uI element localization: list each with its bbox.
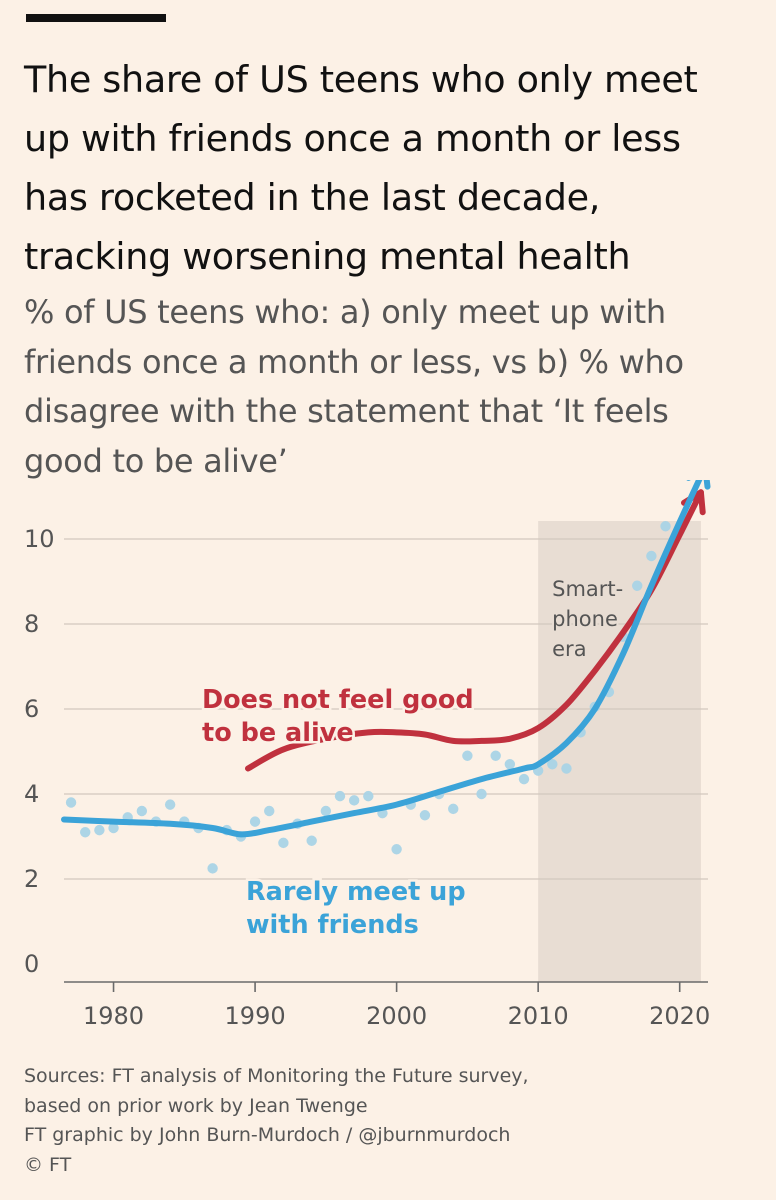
data-point (264, 805, 275, 817)
series-label-feel-good: Does not feel good (202, 685, 474, 715)
y-tick-label: 8 (24, 610, 39, 638)
x-tick-label: 1990 (225, 1002, 286, 1030)
data-point (348, 795, 360, 806)
y-tick-label: 6 (24, 695, 39, 723)
data-point (419, 810, 431, 821)
data-point (476, 788, 487, 800)
data-point (108, 822, 119, 834)
data-point (80, 827, 91, 838)
data-point (249, 816, 261, 827)
x-tick-label: 2000 (366, 1002, 427, 1030)
footer-copyright: © FT (24, 1153, 72, 1176)
data-point (363, 790, 374, 802)
y-tick-label: 4 (24, 780, 39, 808)
data-point (660, 521, 671, 532)
series-label-feel-good: to be alive (202, 718, 354, 748)
y-tick-label: 0 (24, 950, 39, 978)
data-point (334, 790, 346, 802)
top-accent-bar (26, 14, 166, 22)
shaded-region (538, 521, 701, 982)
data-point (462, 750, 473, 761)
data-point (278, 837, 289, 849)
series-label-meet-friends: Rarely meet up (246, 877, 466, 907)
data-point (646, 550, 657, 562)
data-point (320, 805, 332, 817)
x-tick-label: 1980 (83, 1002, 144, 1030)
y-tick-label: 10 (24, 525, 55, 553)
shaded-region-label: phone (552, 607, 618, 631)
shaded-region-label: era (552, 637, 586, 661)
data-point (490, 750, 501, 761)
chart-subtitle: % of US teens who: a) only meet up with … (24, 293, 684, 480)
chart-title: The share of US teens who only meet up w… (24, 58, 698, 278)
data-point (448, 803, 459, 815)
data-point (547, 759, 558, 770)
shaded-region-label: Smart- (552, 577, 623, 601)
chart-footer: Sources: FT analysis of Monitoring the F… (24, 1062, 754, 1180)
data-point (632, 580, 643, 591)
footer-credit: FT graphic by John Burn-Murdoch / @jburn… (24, 1124, 511, 1146)
y-tick-label: 2 (24, 865, 39, 893)
data-point (504, 759, 516, 770)
data-point (518, 773, 530, 785)
series-line-meet-friends (61, 480, 703, 838)
data-point (391, 844, 402, 855)
x-tick-label: 2010 (508, 1002, 569, 1030)
footer-sources-cont: based on prior work by Jean Twenge (24, 1094, 368, 1117)
line-chart: 0 2 4 6 8 10 1980 1990 2000 2010 2020 Smart-phone er… (24, 480, 711, 1030)
data-point (306, 835, 317, 846)
data-point (94, 824, 105, 836)
data-point (164, 799, 176, 810)
data-point (207, 863, 218, 874)
data-point (561, 763, 572, 774)
data-point (65, 797, 77, 808)
x-tick-label: 2020 (649, 1002, 710, 1030)
data-point (136, 805, 148, 817)
series-label-meet-friends: with friends (246, 910, 419, 940)
footer-sources: Sources: FT analysis of Monitoring the F… (24, 1065, 529, 1087)
